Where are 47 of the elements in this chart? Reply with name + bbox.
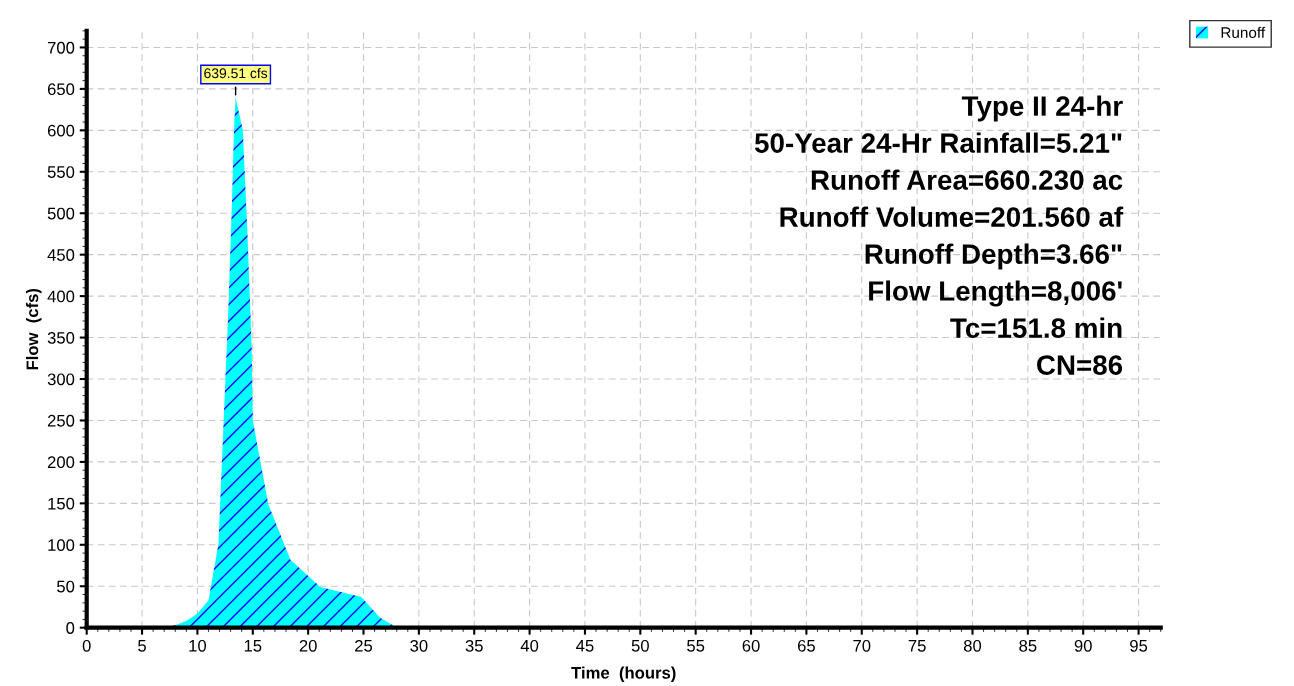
y-tick-label: 650 <box>47 83 75 96</box>
x-tick-label: 0 <box>82 639 91 652</box>
y-tick-label: 350 <box>47 331 75 344</box>
y-tick-label: 50 <box>57 580 75 593</box>
x-tick-label: 15 <box>244 640 262 652</box>
x-tick-label: 65 <box>797 639 815 652</box>
legend-label: Runoff <box>1221 26 1266 39</box>
y-tick-label: 300 <box>47 373 75 386</box>
x-tick-label: 70 <box>853 639 871 652</box>
x-tick-label: 60 <box>742 639 760 652</box>
annotation: Tc=151.8 min <box>950 317 1122 338</box>
x-tick-label: 35 <box>465 639 483 652</box>
x-tick-label: 85 <box>1019 639 1037 652</box>
annotation: Runoff Depth=3.66" <box>865 243 1122 270</box>
x-tick-label: 45 <box>576 640 594 652</box>
x-tick-label: 75 <box>908 640 926 652</box>
annotation: 639.51 cfs <box>204 67 268 79</box>
y-tick-label: 550 <box>47 166 75 178</box>
y-tick-label: 100 <box>48 539 75 551</box>
annotation: Runoff Volume=201.560 af <box>780 206 1124 227</box>
y-tick-label: 450 <box>47 249 75 261</box>
y-tick-label: 150 <box>48 497 75 510</box>
x-tick-label: 80 <box>963 639 982 652</box>
y-tick-label: 400 <box>47 290 75 303</box>
x-tick-label: 10 <box>189 639 207 652</box>
y-tick-label: 250 <box>47 414 75 427</box>
x-tick-label: 95 <box>1130 639 1148 652</box>
annotation: Flow Length=8,006' <box>869 280 1122 307</box>
annotation: Runoff Area=660.230 ac <box>811 169 1123 190</box>
annotation: CN=86 <box>1037 355 1123 375</box>
x-tick-label: 25 <box>355 639 373 652</box>
x-tick-label: 40 <box>520 639 539 652</box>
annotation: 50-Year 24-Hr Rainfall=5.21" <box>754 132 1122 153</box>
y-tick-label: 0 <box>66 622 75 634</box>
x-tick-label: 30 <box>410 639 428 652</box>
x-tick-label: 50 <box>631 639 649 652</box>
x-tick-label: 5 <box>138 640 146 652</box>
y-axis-title: Flow (cfs) <box>26 288 42 370</box>
y-tick-label: 500 <box>47 207 75 220</box>
y-tick-label: 700 <box>47 41 75 54</box>
x-tick-label: 55 <box>687 640 705 652</box>
x-tick-label: 90 <box>1074 639 1092 652</box>
y-tick-label: 600 <box>47 124 75 137</box>
annotation: Type II 24-hr <box>961 95 1123 122</box>
x-axis-title: Time (hours) <box>571 666 676 683</box>
y-tick-label: 200 <box>47 456 75 469</box>
x-tick-label: 20 <box>299 639 317 652</box>
